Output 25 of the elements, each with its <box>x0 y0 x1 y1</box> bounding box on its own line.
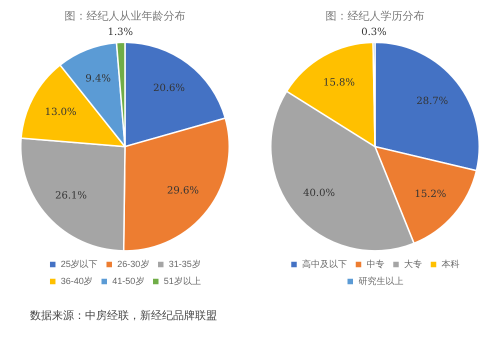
chart-title: 图：经纪人从业年龄分布 <box>64 9 186 22</box>
legend-label: 26-30岁 <box>117 258 150 269</box>
legend-label: 大专 <box>404 258 422 269</box>
source-note: 数据来源：中房经联，新经纪品牌联盟 <box>30 308 218 323</box>
data-label: 13.0% <box>44 106 77 118</box>
data-label: 29.6% <box>167 186 199 197</box>
data-label: 15.8% <box>323 78 355 89</box>
data-label: 15.2% <box>414 188 446 200</box>
data-label: 26.1% <box>55 190 87 202</box>
data-label: 9.4% <box>85 73 111 84</box>
legend-label: 研究生以上 <box>358 276 404 286</box>
legend-label: 51岁以上 <box>164 276 201 286</box>
legend-label: 本科 <box>442 258 460 269</box>
legend-label: 高中及以下 <box>302 258 347 269</box>
legend-label: 25岁以下 <box>60 258 98 269</box>
legend-label: 36-40岁 <box>60 276 93 286</box>
data-label: 0.3% <box>361 26 387 38</box>
chart-title: 图：经纪人学历分布 <box>326 9 424 22</box>
data-label: 28.7% <box>416 96 448 107</box>
legend-label: 31-35岁 <box>168 258 201 269</box>
data-label: 20.6% <box>153 82 185 94</box>
legend-label: 41-50岁 <box>112 276 144 286</box>
data-label: 40.0% <box>303 188 335 200</box>
legend-label: 中专 <box>366 258 384 269</box>
data-label: 1.3% <box>108 27 134 38</box>
